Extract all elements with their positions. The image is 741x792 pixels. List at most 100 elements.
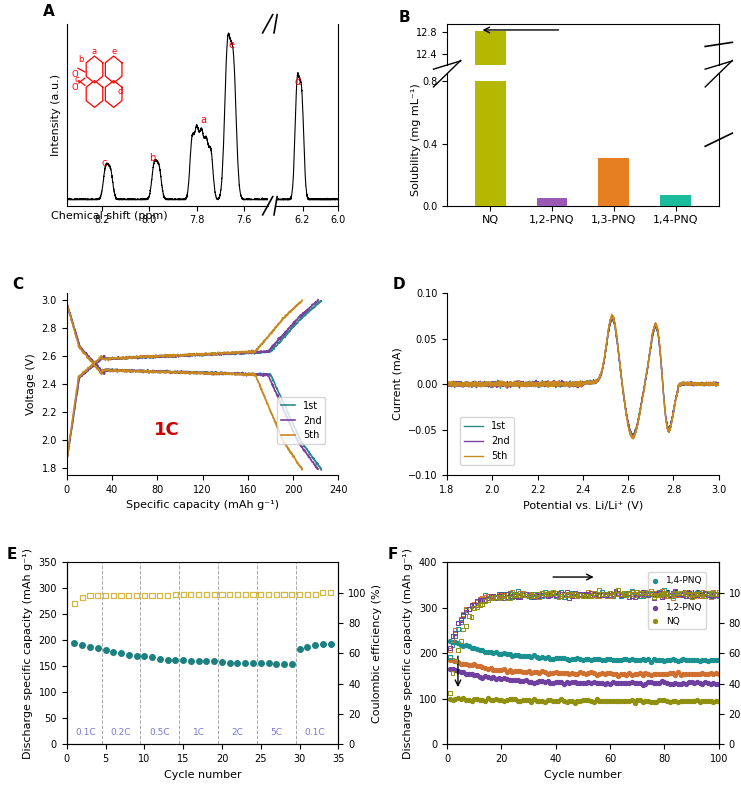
1,3-PNQ [574,666,586,679]
Point [525,588,537,600]
Point [623,591,635,604]
Point [628,591,640,604]
1,3-PNQ [702,668,714,681]
NQ [700,695,711,707]
Point [604,587,616,600]
NQ [623,695,635,707]
Point [482,594,494,607]
1,4-PNQ [659,655,671,668]
1,3-PNQ [550,666,562,679]
Point [594,589,605,602]
Point [594,584,605,596]
Point [708,586,720,599]
1,4-PNQ [509,649,521,661]
Point [473,595,485,607]
Point [170,588,182,600]
Point [496,588,508,601]
Point [471,599,483,611]
Point [488,591,499,604]
Point [452,623,464,635]
1,4-PNQ [672,654,684,667]
Point [449,626,461,639]
Point [588,586,599,599]
1,3-PNQ [547,667,559,680]
1,2-PNQ [645,676,657,688]
NQ [697,695,708,707]
1,2-PNQ [618,676,630,689]
1,3-PNQ [628,668,640,680]
1st [225,348,233,357]
1,3-PNQ [471,660,483,672]
NQ [468,692,480,705]
1,2-PNQ [517,674,529,687]
Y-axis label: Current (mA): Current (mA) [392,348,402,421]
Point [476,593,488,606]
1,2-PNQ [457,665,469,678]
1,3-PNQ [661,668,673,680]
Line: 1st: 1st [447,318,719,436]
1,3-PNQ [444,653,456,666]
1st [282,330,290,340]
Point [490,591,502,604]
Point [216,656,228,668]
1,2-PNQ [680,677,692,690]
Point [585,587,597,600]
Point [694,588,705,600]
NQ [648,695,659,708]
5th [559,379,568,388]
Point [623,587,635,600]
Point [231,657,243,669]
Point [615,588,627,600]
Point [550,590,562,603]
Point [599,588,611,600]
1,4-PNQ [490,646,502,659]
Point [539,588,551,601]
Point [68,636,80,649]
1st [78,370,87,379]
NQ [555,693,567,706]
Point [648,590,659,603]
Point [76,591,88,604]
Point [637,588,648,601]
1,4-PNQ [708,653,720,666]
Point [585,589,597,602]
1,4-PNQ [702,655,714,668]
1,3-PNQ [506,665,518,678]
Point [468,597,480,610]
5th [205,350,214,360]
1,3-PNQ [465,659,477,672]
1,3-PNQ [496,664,508,676]
Point [669,588,681,601]
Point [449,655,461,668]
1,2-PNQ [688,676,700,689]
Point [683,589,695,602]
5th [298,295,307,305]
1,3-PNQ [473,660,485,672]
Point [528,589,540,602]
1,3-PNQ [571,668,583,680]
Point [177,588,189,600]
Point [683,588,695,601]
1,4-PNQ [574,653,586,665]
Point [591,588,602,600]
1,2-PNQ [648,677,659,690]
NQ [444,692,456,705]
Point [612,587,624,600]
Point [545,588,556,601]
Point [705,588,717,600]
2nd [608,312,617,322]
1,4-PNQ [485,645,496,658]
NQ [460,694,472,706]
Point [675,588,687,600]
Point [514,591,526,604]
1,3-PNQ [522,665,534,678]
Point [255,588,267,600]
Point [539,586,551,599]
Bar [660,195,691,206]
Point [485,591,496,604]
1,2-PNQ [713,678,725,691]
1,3-PNQ [672,666,684,679]
Point [702,588,714,601]
1,4-PNQ [571,652,583,664]
1,3-PNQ [645,668,657,681]
